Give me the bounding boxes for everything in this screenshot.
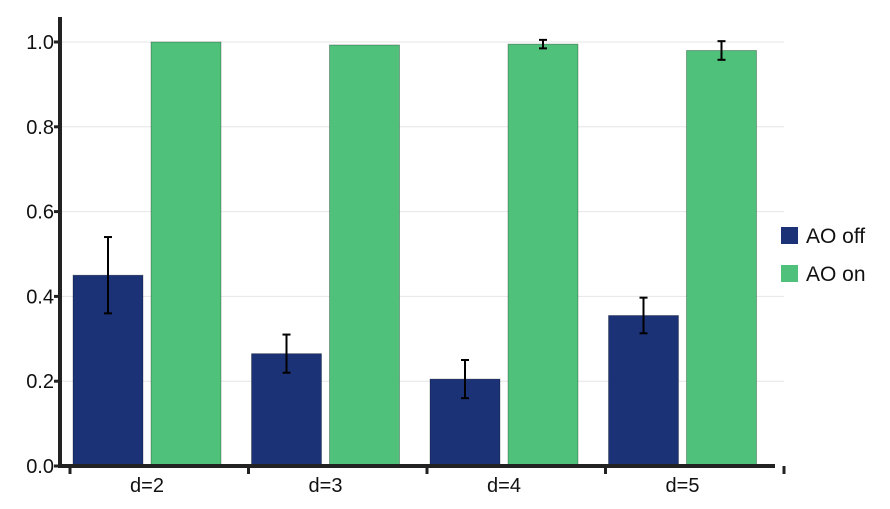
y-axis-ticks: 0.0 0.2 0.4 0.6 0.8 1.0 [26,32,60,478]
legend: AO off AO on [781,225,866,286]
legend-label: AO on [806,263,866,286]
x-axis-ticks: d=2 d=3 d=4 d=5 [68,466,786,497]
bar [608,315,679,467]
bar [507,43,579,467]
y-tick-label: 0.2 [26,371,54,393]
x-tick-label: d=3 [309,475,343,497]
legend-swatch [781,227,798,244]
y-tick-label: 1.0 [26,32,54,54]
x-tick-label: d=5 [666,475,700,497]
x-tick-label: d=4 [487,475,521,497]
axes [58,17,775,468]
y-tick-label: 0.4 [26,286,54,308]
bar [329,44,400,467]
bar [686,50,757,467]
legend-swatch [781,265,798,282]
y-tick-label: 0.8 [26,117,54,139]
legend-label: AO off [806,225,865,248]
error-bars [104,38,726,400]
y-tick-label: 0.0 [26,456,54,478]
bar [150,41,222,467]
bars [72,41,757,467]
y-tick-label: 0.6 [26,202,54,224]
x-tick-label: d=2 [130,475,164,497]
